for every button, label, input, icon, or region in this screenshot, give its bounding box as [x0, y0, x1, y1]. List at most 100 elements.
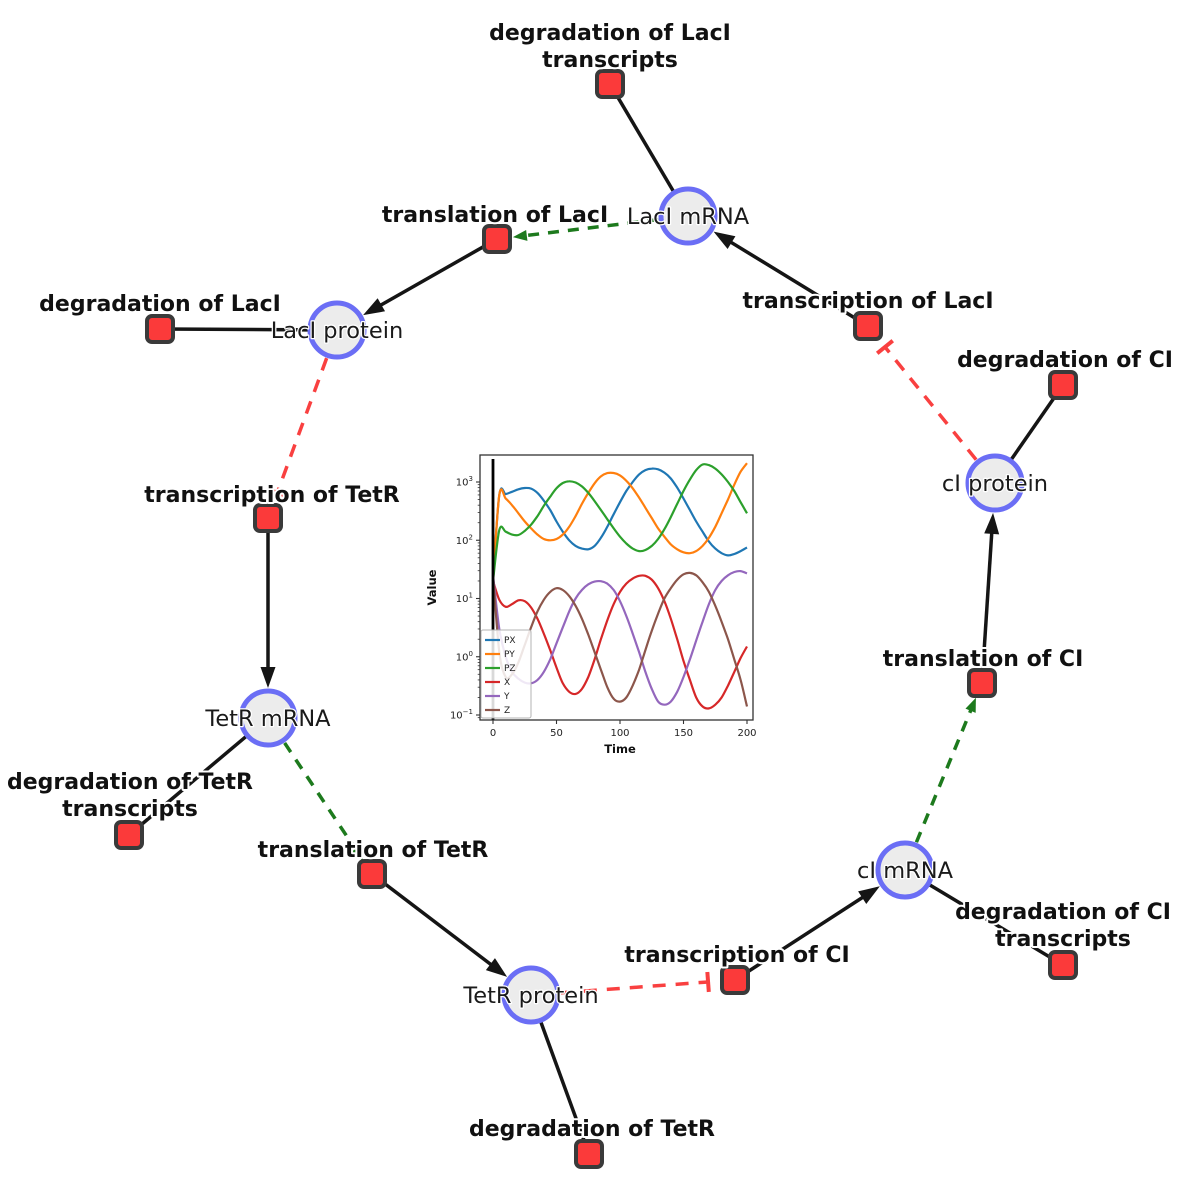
species-label-TetR_mRNA: TetR mRNA — [204, 706, 331, 732]
species-node-LacI_mRNA[interactable] — [658, 186, 718, 246]
edge-modifier-cI_mRNA-transl_CI — [914, 697, 976, 843]
y-ticklabel: 100 — [456, 650, 473, 664]
species-label-LacI_protein: LacI protein — [271, 318, 403, 344]
inhibition-edge-line — [883, 345, 978, 461]
reaction-node-transl_CI[interactable] — [967, 668, 997, 698]
reactant-edge-line — [539, 1021, 591, 1155]
reaction-label-transc_CI: transcription of CI — [624, 943, 849, 968]
product-edge-line — [374, 244, 486, 310]
y-ticklabel: 101 — [456, 592, 473, 606]
edge-inhibition-TetR_protein-transc_CI — [560, 971, 711, 995]
x-ticklabel: 150 — [674, 728, 693, 739]
edge-modifier-TetR_mRNA-transl_TetR — [283, 741, 364, 861]
reaction-label-transl_TetR: translation of TetR — [258, 838, 489, 863]
species-node-LacI_protein[interactable] — [307, 300, 367, 360]
edge-reactant-LacI_mRNA-deg_LacI_tr — [608, 83, 675, 192]
reaction-label-deg_LacI_tr: degradation of LacI transcripts — [489, 21, 731, 73]
reaction-label-transl_CI: translation of CI — [883, 647, 1084, 672]
series-line-PX — [491, 467, 748, 582]
species-node-cI_mRNA[interactable] — [875, 840, 935, 900]
inhibition-tbar-icon — [875, 339, 895, 355]
edge-reactant-TetR_mRNA-deg_TetR_tr — [127, 735, 247, 837]
species-label-TetR_protein: TetR protein — [462, 983, 598, 1009]
y-ticklabel: 103 — [456, 475, 473, 489]
edge-inhibition-LacI_protein-transc_TetR — [267, 357, 329, 498]
modifier-edge-line — [914, 706, 974, 843]
species-label-cI_protein: cI protein — [942, 471, 1048, 497]
species-node-TetR_mRNA[interactable] — [238, 688, 298, 748]
axis-ticklabels: 0 50 100 150 200 10−1 100 101 102 103 — [450, 475, 757, 739]
timeseries-inset: 0 50 100 150 200 10−1 100 101 102 103 Time Value PX P… — [425, 434, 770, 764]
chart-legend: PX PY PZ XYZ — [480, 629, 532, 719]
product-edge-line — [724, 237, 857, 321]
reaction-node-transl_LacI[interactable] — [482, 224, 512, 254]
legend-label-PZ: PZ — [504, 664, 516, 674]
reaction-node-transc_TetR[interactable] — [253, 503, 283, 533]
product-edge-line — [745, 892, 870, 974]
x-ticklabel: 100 — [610, 728, 629, 739]
reaction-node-deg_TetR_tr[interactable] — [114, 820, 144, 850]
reaction-label-transl_LacI: translation of LacI — [382, 203, 608, 228]
series-layer — [491, 462, 749, 710]
legend-label-Y: Y — [503, 692, 510, 702]
reaction-node-deg_CI[interactable] — [1048, 370, 1078, 400]
edge-reactant-LacI_protein-deg_LacI — [159, 327, 309, 332]
species-node-TetR_protein[interactable] — [501, 965, 561, 1025]
y-ticklabel: 10−1 — [450, 708, 473, 722]
product-arrowhead-icon — [260, 667, 276, 688]
reactant-edge-line — [928, 883, 1064, 967]
reaction-node-deg_LacI_tr[interactable] — [595, 69, 625, 99]
product-edge-line — [981, 526, 994, 670]
edge-product-transl_CI-cI_protein — [981, 512, 1000, 670]
x-ticklabel: 200 — [737, 728, 756, 739]
reaction-node-deg_TetR[interactable] — [574, 1139, 604, 1169]
reaction-label-deg_TetR_tr: degradation of TetR transcripts — [7, 770, 253, 822]
reaction-node-transl_TetR[interactable] — [357, 859, 387, 889]
series-line-PZ — [491, 463, 748, 582]
reaction-label-deg_CI: degradation of CI — [957, 348, 1173, 373]
product-edge-line — [382, 881, 498, 970]
x-axis-label: Time — [604, 742, 636, 756]
edge-inhibition-cI_protein-transc_LacI — [875, 339, 978, 461]
x-ticklabel: 0 — [490, 728, 496, 739]
x-ticklabel: 50 — [550, 728, 563, 739]
modifier-arrowhead-icon — [512, 229, 528, 241]
product-arrowhead-icon — [858, 886, 880, 905]
product-arrowhead-icon — [485, 958, 508, 977]
reaction-label-transc_LacI: transcription of LacI — [742, 289, 993, 314]
reactant-edge-line — [127, 735, 247, 837]
edge-reactant-cI_mRNA-deg_CI_tr — [928, 883, 1064, 967]
legend-label-Z: Z — [504, 706, 510, 716]
series-line-Z — [491, 571, 749, 707]
edge-product-transl_LacI-LacI_protein — [363, 244, 486, 316]
reaction-node-deg_LacI[interactable] — [145, 314, 175, 344]
reaction-label-deg_CI_tr: degradation of CI transcripts — [955, 900, 1171, 952]
reaction-node-transc_CI[interactable] — [720, 965, 750, 995]
series-line-Y — [491, 569, 748, 706]
legend-label-X: X — [504, 678, 510, 688]
reaction-node-transc_LacI[interactable] — [853, 311, 883, 341]
modifier-edge-line — [522, 217, 659, 238]
inhibition-tbar-icon — [705, 971, 711, 993]
edge-reactant-TetR_protein-deg_TetR — [539, 1021, 591, 1155]
reaction-label-deg_LacI: degradation of LacI — [39, 292, 281, 317]
labels-layer: degradation of LacI transcripts translatio… — [5, 19, 1175, 1144]
reaction-node-deg_CI_tr[interactable] — [1048, 950, 1078, 980]
edge-product-transl_TetR-TetR_protein — [382, 881, 508, 977]
edges-layer — [127, 83, 1065, 1155]
reaction-label-transc_TetR: transcription of TetR — [144, 483, 400, 508]
product-arrowhead-icon — [984, 512, 1000, 535]
inhibition-edge-line — [275, 357, 329, 494]
reactant-edge-line — [608, 83, 675, 192]
modifier-arrowhead-icon — [965, 697, 976, 713]
inhibition-tbar-icon — [267, 487, 288, 498]
edge-product-transc_TetR-TetR_mRNA — [260, 532, 276, 688]
product-arrowhead-icon — [713, 231, 736, 249]
legend-label-PX: PX — [504, 636, 516, 646]
edge-modifier-LacI_mRNA-transl_LacI — [512, 217, 659, 241]
edge-product-transc_CI-cI_mRNA — [745, 886, 880, 974]
species-node-cI_protein[interactable] — [965, 453, 1025, 513]
product-arrowhead-icon — [363, 298, 386, 316]
series-line-PY — [491, 462, 748, 582]
